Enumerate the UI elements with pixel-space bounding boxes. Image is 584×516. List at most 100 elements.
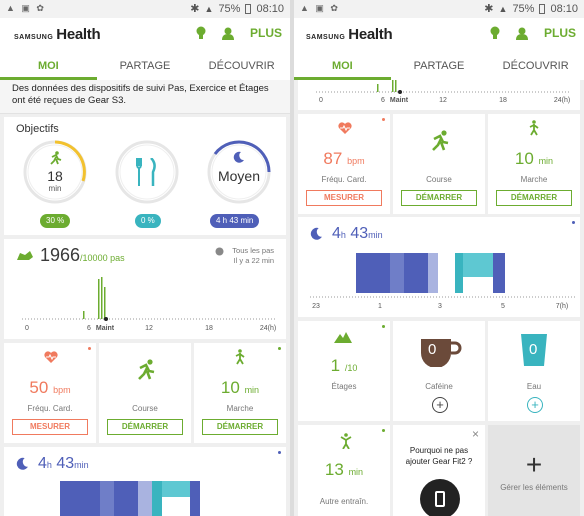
sleep-card[interactable]: 4h 43min — [4, 447, 286, 516]
steps-card[interactable]: 1966/10000 pas Tous les pas Il y a 22 mi… — [4, 239, 286, 339]
walking-icon — [529, 120, 539, 136]
sleep-axis-label: 5 — [501, 303, 505, 310]
right-screen: ▲ ▣ ✿ ✱ ▲ 75% 08:10 SAMSUNG Health PLUS M… — [294, 0, 584, 516]
sleep-chart — [60, 481, 200, 516]
other-workout-tile[interactable]: 13 min Autre entraîn. — [298, 425, 390, 516]
sleep-axis-label: 23 — [312, 303, 320, 310]
heart-rate-tile[interactable]: 87 bpm Fréqu. Card. MESURER — [298, 114, 390, 214]
axis-label: 6 — [87, 325, 91, 332]
sleep-axis-label: 7(h) — [555, 303, 569, 310]
bluetooth-icon: ✱ — [190, 3, 200, 15]
sleep-card[interactable]: 4h 43min 23 1 3 5 7(h) — [298, 217, 580, 317]
water-tile[interactable]: 0 Eau + — [488, 321, 580, 421]
start-running-button[interactable]: DÉMARRER — [107, 419, 183, 435]
running-label: Course — [426, 175, 452, 184]
left-screen: ▲ ▣ ✿ ✱ ▲ 75% 08:10 SAMSUNG Health PLUS M… — [0, 0, 290, 516]
sleep-hours: 4 — [332, 225, 341, 242]
tab-share[interactable]: PARTAGE — [413, 60, 465, 72]
manage-items-tile[interactable]: + Gérer les éléments — [488, 425, 580, 516]
steps-value: 1966 — [40, 245, 81, 265]
tab-discover[interactable]: DÉCOUVRIR — [502, 60, 569, 72]
walking-value: 10 — [514, 149, 534, 168]
running-tile[interactable]: Course DÉMARRER — [393, 114, 485, 214]
heart-icon — [338, 122, 352, 134]
other-workout-label: Autre entraîn. — [319, 497, 369, 506]
app-logo: SAMSUNG Health — [306, 26, 393, 43]
other-workout-unit: min — [348, 467, 364, 477]
exercise-goal[interactable]: 18 min — [22, 139, 88, 205]
signal-icon: ▲ — [204, 3, 214, 14]
profile-icon[interactable] — [221, 27, 234, 40]
walking-tile[interactable]: 10 min Marche DÉMARRER — [488, 114, 580, 214]
app-header: SAMSUNG Health PLUS — [294, 18, 584, 50]
start-walking-button[interactable]: DÉMARRER — [496, 190, 572, 206]
add-caffeine-button[interactable]: + — [432, 397, 448, 413]
start-running-button[interactable]: DÉMARRER — [401, 190, 477, 206]
food-goal[interactable] — [114, 139, 180, 205]
steps-chart — [316, 80, 571, 94]
coffee-cup-icon — [421, 339, 462, 367]
running-tile[interactable]: Course DÉMARRER — [99, 343, 191, 443]
status-notification-icons: ▲ ▣ ✿ — [6, 3, 46, 13]
axis-label: 18 — [205, 325, 213, 332]
walking-value: 10 — [220, 378, 240, 397]
heart-rate-tile[interactable]: 50 bpm Fréqu. Card. MESURER — [4, 343, 96, 443]
heart-rate-unit: bpm — [347, 156, 365, 166]
floors-value: 1 — [330, 356, 341, 375]
sleep-hours-unit: h — [46, 460, 52, 470]
sleep-goal[interactable]: Moyen — [206, 139, 272, 205]
fork-knife-icon — [136, 158, 156, 186]
lightbulb-icon[interactable] — [196, 26, 206, 40]
sleep-axis-label: 3 — [438, 303, 442, 310]
sleep-hours: 4 — [38, 455, 47, 472]
gear-fit-tile[interactable]: × Pourquoi ne pas ajouter Gear Fit2 ? — [393, 425, 485, 516]
sleep-quality-value: Moyen — [217, 168, 261, 184]
steps-unit: pas — [110, 253, 125, 263]
status-dot — [278, 347, 281, 350]
sleep-hours-unit: h — [340, 230, 346, 240]
tracker-tiles-2: 1 /10 Étages 0 Caféine + 0 Eau + — [298, 321, 580, 421]
sleep-minutes-unit: min — [368, 230, 383, 240]
close-icon[interactable]: × — [471, 427, 479, 441]
tab-me[interactable]: MOI — [0, 50, 97, 80]
status-dot — [572, 221, 575, 224]
moon-icon — [233, 151, 244, 163]
tab-share[interactable]: PARTAGE — [119, 60, 171, 72]
caffeine-label: Caféine — [425, 382, 453, 391]
other-workout-value: 13 — [324, 460, 344, 479]
tab-discover[interactable]: DÉCOUVRIR — [208, 60, 275, 72]
caffeine-tile[interactable]: 0 Caféine + — [393, 321, 485, 421]
clock: 08:10 — [550, 2, 578, 15]
exercise-unit: min — [48, 184, 62, 193]
floors-tile[interactable]: 1 /10 Étages — [298, 321, 390, 421]
tracker-tiles: 87 bpm Fréqu. Card. MESURER Course DÉMAR… — [298, 114, 580, 214]
axis-label: 12 — [439, 97, 447, 104]
manage-items-label: Gérer les éléments — [500, 483, 568, 492]
objectives-title: Objectifs — [16, 123, 59, 135]
start-walking-button[interactable]: DÉMARRER — [202, 419, 278, 435]
walking-tile[interactable]: 10 min Marche DÉMARRER — [194, 343, 286, 443]
axis-label: 6 — [381, 97, 385, 104]
status-bar: ▲ ▣ ✿ ✱ ▲ 75% 08:10 — [294, 0, 584, 18]
status-dot — [382, 429, 385, 432]
more-button[interactable]: PLUS — [543, 26, 576, 40]
lightbulb-icon[interactable] — [490, 26, 500, 40]
walking-label: Marche — [520, 175, 548, 184]
battery-icon — [245, 3, 252, 14]
walking-icon — [235, 349, 245, 365]
tab-me[interactable]: MOI — [294, 50, 391, 80]
more-button[interactable]: PLUS — [249, 26, 282, 40]
watch-icon — [420, 479, 460, 516]
measure-button[interactable]: MESURER — [306, 190, 382, 206]
tab-bar: MOI PARTAGE DÉCOUVRIR — [294, 50, 584, 80]
add-water-button[interactable]: + — [527, 397, 543, 413]
caffeine-value: 0 — [428, 341, 437, 358]
bluetooth-icon: ✱ — [484, 3, 494, 15]
measure-button[interactable]: MESURER — [12, 419, 88, 435]
steps-card-tail[interactable]: 0 6 Maint 12 18 24(h) — [298, 80, 580, 110]
app-header: SAMSUNG Health PLUS — [0, 18, 290, 50]
running-icon — [432, 130, 449, 151]
heart-icon — [44, 351, 58, 363]
running-icon — [50, 151, 62, 165]
profile-icon[interactable] — [515, 27, 528, 40]
